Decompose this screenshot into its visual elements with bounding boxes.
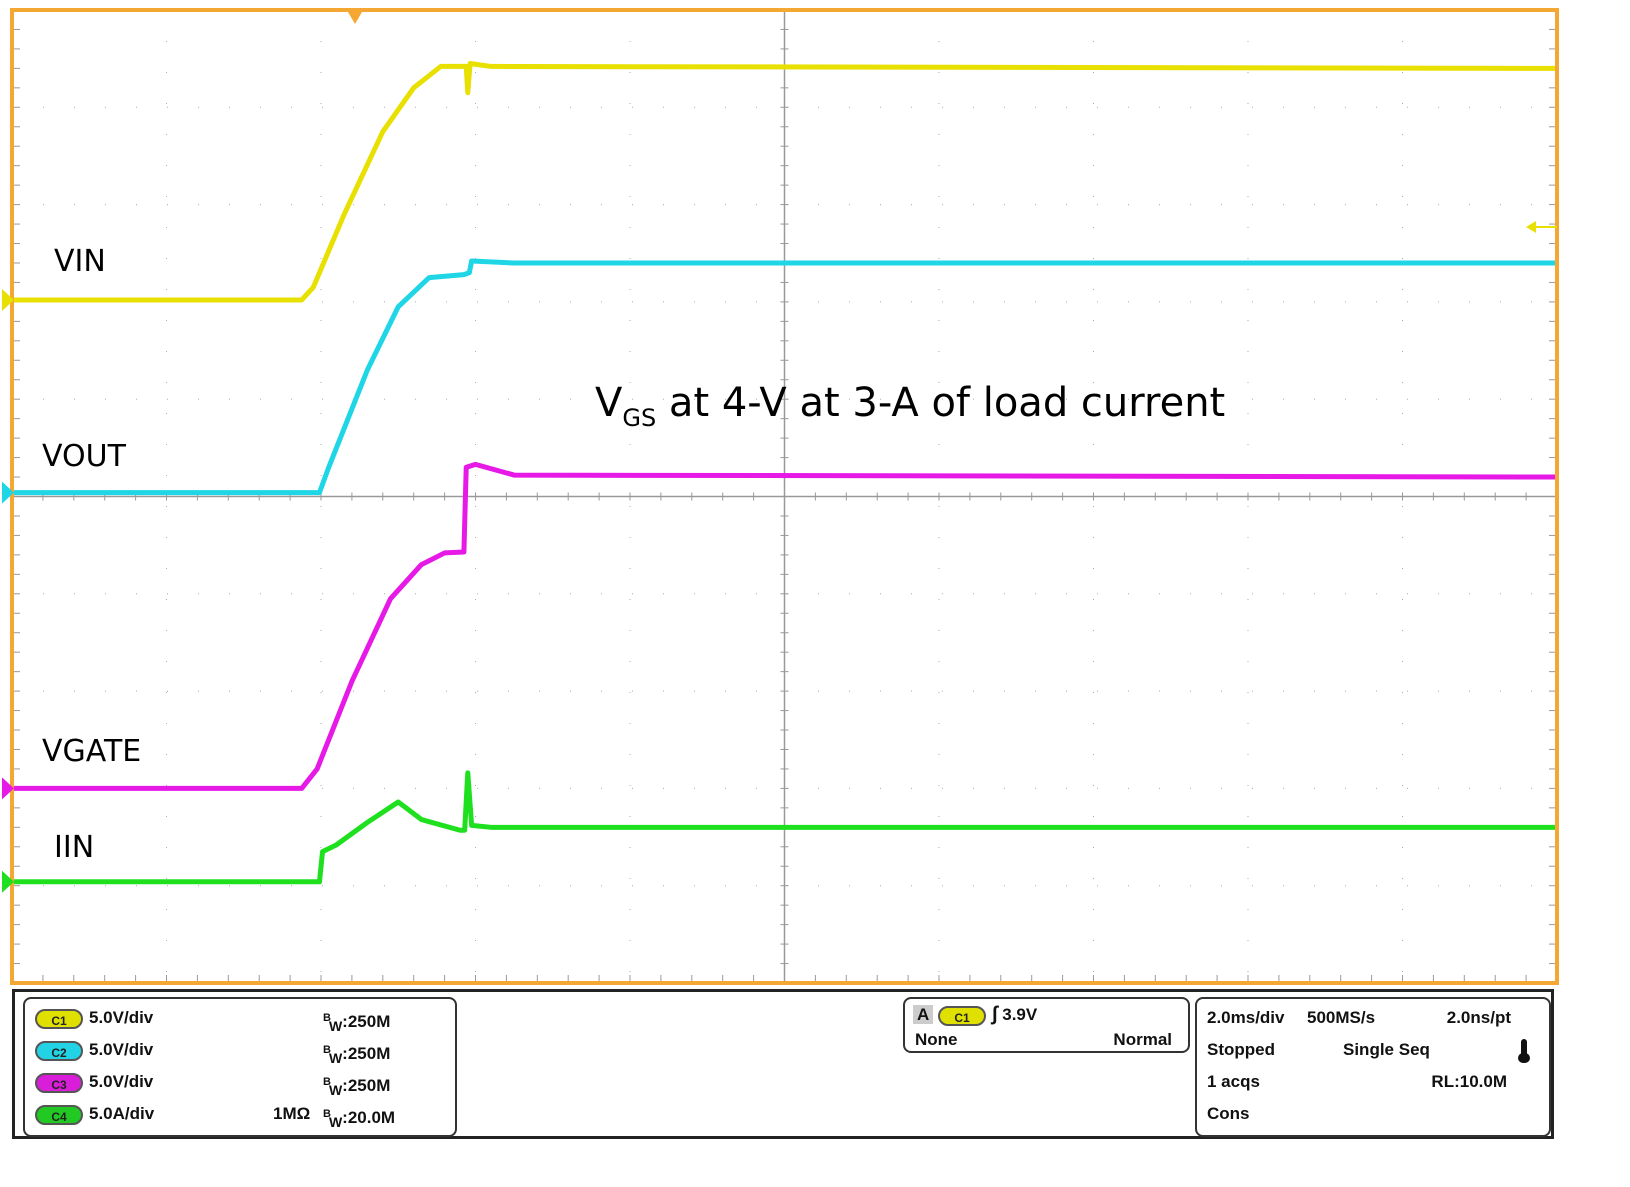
- oscilloscope-display: [2, 8, 1559, 985]
- channel-3-ground-marker: [2, 777, 14, 800]
- channel-coupling: 1MΩ: [273, 1104, 311, 1123]
- channel-bandwidth: BW:20.0M: [323, 1108, 396, 1130]
- trigger-coupling: None: [915, 1030, 958, 1049]
- trace-iin: [12, 770, 1557, 885]
- channel-pill[interactable]: C2: [35, 1040, 83, 1061]
- acquisition-count: 1 acqs: [1207, 1072, 1260, 1091]
- channel-row[interactable]: C2 5.0V/div BW:250M: [35, 1037, 435, 1066]
- acquisition-mode: Single Seq: [1343, 1040, 1430, 1059]
- trigger-level: 3.9V: [1002, 1005, 1038, 1024]
- channel-scale: 5.0V/div: [89, 1072, 154, 1091]
- horizontal-scale: 2.0ms/div: [1207, 1008, 1285, 1027]
- sample-rate: 500MS/s: [1307, 1008, 1376, 1027]
- trigger-settings-box[interactable]: A C1 ∫ 3.9V None Normal: [903, 997, 1190, 1053]
- channel-4-ground-marker: [2, 870, 14, 893]
- channel-settings-box: C1 5.0V/div BW:250M C2 5.0V/div BW:250M C3 5.…: [23, 997, 457, 1137]
- timebase-box[interactable]: 2.0ms/div 500MS/s 2.0ns/pt Stopped Singl…: [1195, 997, 1551, 1137]
- channel-bandwidth: BW:250M: [323, 1012, 391, 1034]
- trigger-position-marker: [348, 12, 362, 24]
- trace-label-vout: VOUT: [42, 439, 126, 474]
- trace-vin: [12, 61, 1558, 303]
- rising-edge-icon: ∫: [992, 1003, 998, 1025]
- channel-2-ground-marker: [2, 481, 14, 504]
- channel-bandwidth: BW:250M: [323, 1076, 391, 1098]
- channel-bandwidth: BW:250M: [323, 1044, 391, 1066]
- trigger-source-pill: C1: [938, 1005, 987, 1026]
- status-panel: C1 5.0V/div BW:250M C2 5.0V/div BW:250M C3 5.…: [12, 989, 1554, 1139]
- channel-row[interactable]: C4 5.0A/div 1MΩ BW:20.0M: [35, 1101, 435, 1130]
- trace-vout: [12, 258, 1557, 496]
- trigger-mode: A: [913, 1005, 934, 1024]
- graticule: [12, 10, 1557, 983]
- channel-pill[interactable]: C4: [35, 1104, 83, 1125]
- traces: [12, 61, 1558, 885]
- channel-row[interactable]: C3 5.0V/div BW:250M: [35, 1069, 435, 1098]
- trigger-type: Normal: [1113, 1030, 1172, 1049]
- extra-status: Cons: [1207, 1104, 1250, 1123]
- trace-label-vin: VIN: [54, 244, 106, 279]
- trace-vgate: [12, 461, 1558, 791]
- channel-pill[interactable]: C3: [35, 1072, 83, 1093]
- channel-pill[interactable]: C1: [35, 1008, 83, 1029]
- record-length: RL:10.0M: [1431, 1072, 1507, 1091]
- trace-label-vgate: VGATE: [42, 734, 142, 769]
- time-per-point: 2.0ns/pt: [1446, 1008, 1511, 1027]
- channel-scale: 5.0V/div: [89, 1040, 154, 1059]
- trigger-level-arrow-icon: [1526, 221, 1557, 233]
- channel-row[interactable]: C1 5.0V/div BW:250M: [35, 1005, 435, 1034]
- trace-label-iin: IIN: [54, 830, 95, 865]
- plot-frame: [10, 8, 1559, 985]
- acquisition-state: Stopped: [1207, 1040, 1275, 1059]
- annotation: VGS at 4-V at 3-A of load current: [595, 380, 1226, 432]
- channel-scale: 5.0A/div: [89, 1104, 155, 1123]
- channel-1-ground-marker: [2, 288, 14, 311]
- channel-scale: 5.0V/div: [89, 1008, 154, 1027]
- thermometer-icon: [1518, 1039, 1530, 1063]
